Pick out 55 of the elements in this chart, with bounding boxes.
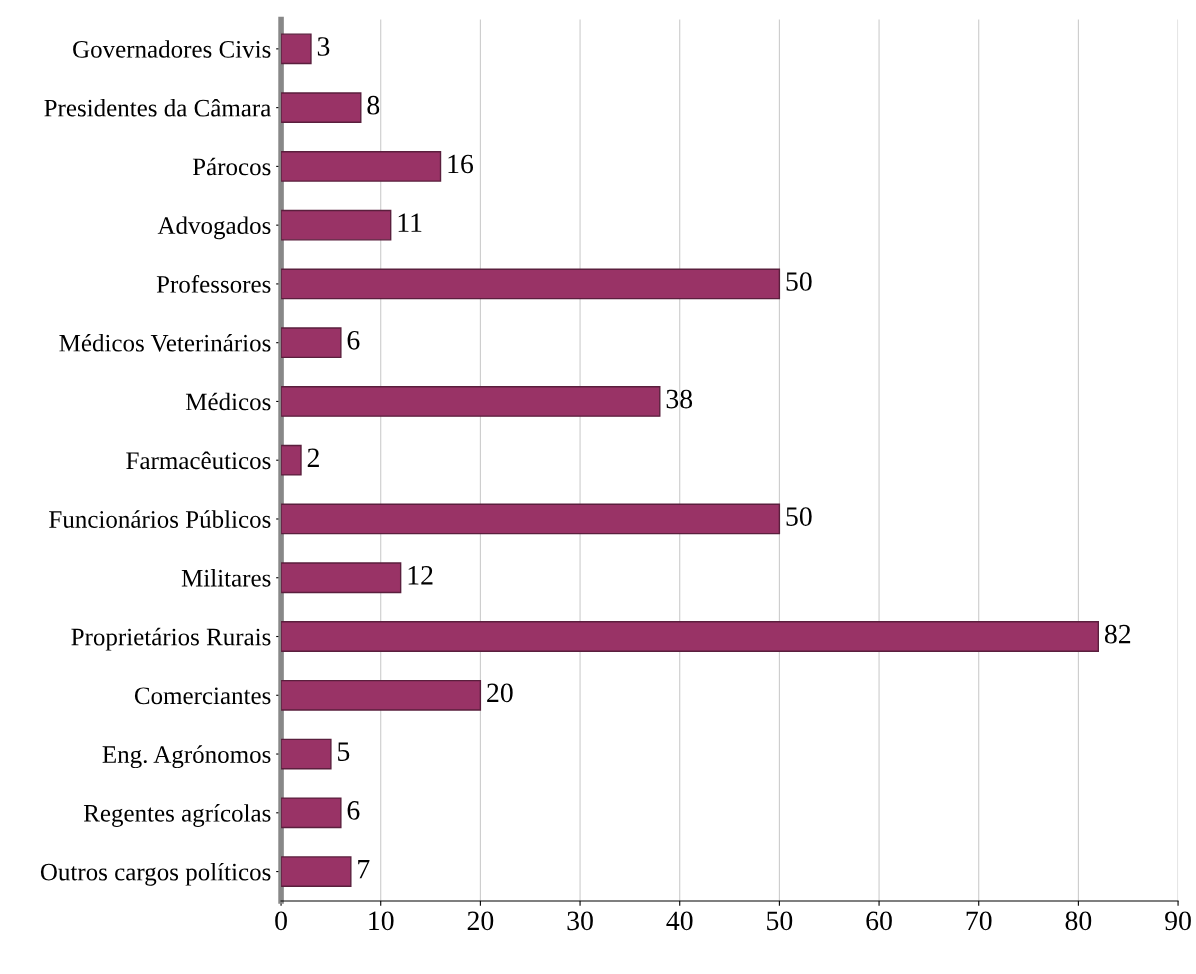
y-tick-label: Militares bbox=[181, 569, 271, 587]
data-label: 2 bbox=[307, 448, 319, 467]
x-tick-label: 80 bbox=[1065, 911, 1092, 931]
bar bbox=[281, 327, 342, 359]
data-label: 11 bbox=[398, 213, 422, 232]
data-label: 12 bbox=[408, 566, 433, 585]
data-label: 8 bbox=[367, 95, 380, 115]
bar bbox=[281, 797, 342, 829]
data-label: 5 bbox=[338, 742, 350, 761]
y-tick-label: Médicos Veterinários bbox=[59, 333, 271, 352]
y-tick-label: Proprietários Rurais bbox=[71, 627, 271, 651]
data-label: 6 bbox=[347, 801, 360, 820]
y-tick-label: Párocos bbox=[192, 157, 271, 176]
data-label: 50 bbox=[786, 272, 812, 291]
bar bbox=[281, 738, 332, 770]
bar bbox=[281, 386, 661, 417]
x-tick-label: 0 bbox=[275, 911, 287, 931]
data-label: 38 bbox=[666, 389, 693, 409]
x-tick-label: 60 bbox=[866, 911, 892, 931]
bar bbox=[281, 209, 392, 241]
bar bbox=[281, 268, 781, 300]
x-tick-label: 10 bbox=[369, 911, 394, 931]
data-label: 3 bbox=[317, 37, 330, 56]
x-tick-label: 70 bbox=[966, 911, 992, 931]
y-tick-label: Eng. Agrónomos bbox=[102, 745, 271, 769]
bar bbox=[281, 503, 781, 535]
x-tick-label: 40 bbox=[666, 911, 693, 931]
bar bbox=[281, 679, 482, 711]
bar bbox=[281, 621, 1100, 652]
y-tick-label: Presidentes da Câmara bbox=[44, 98, 271, 117]
data-label: 82 bbox=[1104, 624, 1131, 644]
x-tick-label: 50 bbox=[767, 911, 793, 931]
y-tick-label: Outros cargos políticos bbox=[40, 862, 271, 886]
bar bbox=[281, 33, 312, 65]
data-label: 50 bbox=[786, 507, 812, 526]
y-tick-label: Funcionários Públicos bbox=[49, 510, 271, 528]
bar bbox=[281, 444, 302, 476]
bar bbox=[281, 562, 402, 594]
bar bbox=[281, 856, 352, 887]
y-tick-label: Advogados bbox=[157, 216, 271, 240]
y-tick-label: Farmacêuticos bbox=[126, 451, 271, 470]
x-tick-label: 20 bbox=[467, 911, 494, 931]
data-label: 7 bbox=[358, 860, 370, 879]
y-tick-label: Professores bbox=[156, 274, 271, 293]
x-tick-label: 30 bbox=[567, 911, 593, 931]
y-tick-label: Comerciantes bbox=[134, 687, 271, 705]
y-tick-label: Médicos bbox=[185, 392, 271, 411]
x-tick-label: 90 bbox=[1165, 911, 1191, 931]
bar bbox=[281, 92, 362, 124]
data-label: 16 bbox=[448, 154, 474, 174]
y-tick-label: Regentes agrícolas bbox=[83, 804, 271, 827]
data-label: 20 bbox=[487, 683, 513, 703]
bar bbox=[281, 151, 442, 182]
y-tick-label: Governadores Civis bbox=[73, 40, 271, 58]
data-label: 6 bbox=[347, 330, 360, 350]
